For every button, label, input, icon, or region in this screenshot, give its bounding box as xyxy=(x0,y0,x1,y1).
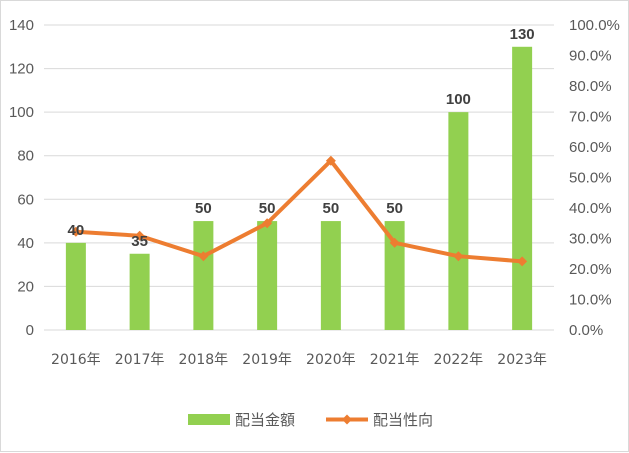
line-point xyxy=(325,155,336,166)
category-label: 2019年 xyxy=(242,352,292,368)
line-point xyxy=(70,226,81,237)
data-label: 130 xyxy=(510,26,535,43)
right-tick-label: 20.0% xyxy=(569,261,612,278)
left-tick-label: 80 xyxy=(17,148,34,165)
data-label: 50 xyxy=(195,200,212,217)
data-label: 35 xyxy=(131,233,148,250)
right-tick-label: 60.0% xyxy=(569,139,612,156)
line-point xyxy=(134,230,145,241)
left-tick-label: 100 xyxy=(9,104,34,121)
bar xyxy=(193,221,214,330)
right-tick-label: 100.0% xyxy=(569,17,620,34)
bar xyxy=(448,112,469,331)
line-point xyxy=(453,251,464,262)
category-label: 2017年 xyxy=(115,352,165,368)
bar-series xyxy=(65,46,533,331)
right-tick-label: 0.0% xyxy=(569,322,603,339)
left-tick-label: 20 xyxy=(17,278,34,295)
left-axis-ticks: 0 20 40 60 80 100 120 140 xyxy=(9,17,34,339)
category-labels: 2016年 2017年 2018年 2019年 2020年 2021年 2022年 2023年 xyxy=(51,352,547,368)
right-tick-label: 50.0% xyxy=(569,170,612,187)
right-tick-label: 70.0% xyxy=(569,109,612,126)
data-label: 40 xyxy=(68,222,85,239)
line-point xyxy=(517,256,528,267)
right-tick-label: 90.0% xyxy=(569,48,612,65)
right-tick-label: 40.0% xyxy=(569,200,612,217)
line-series xyxy=(70,155,528,267)
bar xyxy=(65,242,86,330)
category-label: 2018年 xyxy=(179,352,229,368)
left-tick-label: 140 xyxy=(9,17,34,34)
bar xyxy=(320,221,341,330)
right-tick-label: 10.0% xyxy=(569,292,612,309)
category-label: 2022年 xyxy=(434,352,484,368)
bar xyxy=(512,46,533,331)
data-label: 50 xyxy=(323,200,340,217)
right-tick-label: 30.0% xyxy=(569,231,612,248)
data-label: 100 xyxy=(446,91,471,108)
data-label: 50 xyxy=(386,200,403,217)
gridlines xyxy=(44,24,554,331)
legend: 配当金額 配当性向 xyxy=(188,411,433,429)
line-point xyxy=(389,237,400,248)
legend-swatch-bar xyxy=(188,414,230,425)
left-tick-label: 60 xyxy=(17,191,34,208)
category-label: 2020年 xyxy=(306,352,356,368)
right-tick-label: 80.0% xyxy=(569,78,612,95)
series-line xyxy=(73,158,525,264)
category-label: 2021年 xyxy=(370,352,420,368)
line-point xyxy=(198,251,209,262)
left-tick-label: 120 xyxy=(9,61,34,78)
line-point xyxy=(262,218,273,229)
bar xyxy=(257,221,278,330)
data-labels: 40 35 50 50 50 50 100 130 xyxy=(68,26,535,250)
category-label: 2016年 xyxy=(51,352,101,368)
right-axis-ticks: 0.0% 10.0% 20.0% 30.0% 40.0% 50.0% 60.0% 70.0% 8… xyxy=(569,17,620,339)
legend-label-line: 配当性向 xyxy=(373,411,433,429)
left-tick-label: 40 xyxy=(17,235,34,252)
left-tick-label: 0 xyxy=(26,322,34,339)
bar xyxy=(129,253,150,330)
data-label: 50 xyxy=(259,200,276,217)
legend-marker-line xyxy=(342,414,352,425)
bar xyxy=(384,221,405,330)
legend-label-bar: 配当金額 xyxy=(235,411,295,429)
category-label: 2023年 xyxy=(497,352,547,368)
